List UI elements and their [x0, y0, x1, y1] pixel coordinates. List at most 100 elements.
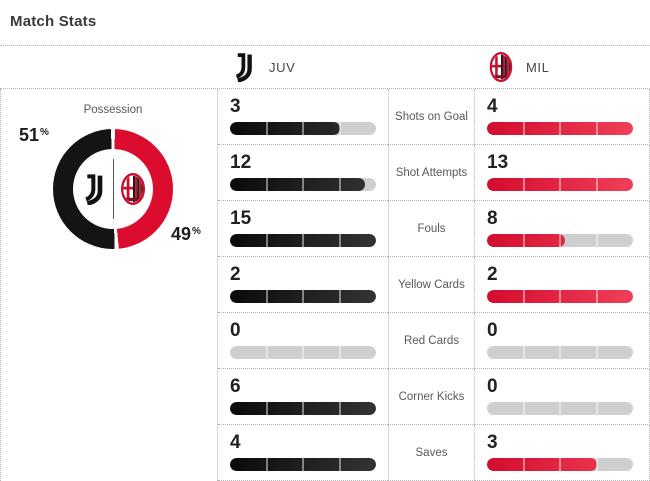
bar-segment-divider	[595, 178, 598, 191]
bar-segment-divider	[595, 290, 598, 303]
bar-segment-divider	[559, 234, 561, 247]
stat-home-bar	[230, 458, 376, 471]
title-bar: Match Stats	[0, 0, 650, 46]
stat-away-value: 4	[487, 96, 498, 117]
bar-segment-divider	[338, 122, 341, 135]
stat-home-value: 2	[230, 264, 241, 285]
stat-home-bar-fill	[230, 402, 376, 415]
bar-segment-divider	[522, 458, 525, 471]
stat-away-bar-fill	[487, 122, 633, 135]
stat-home-bar	[230, 122, 376, 135]
bar-segment-divider	[265, 122, 268, 135]
bar-segment-divider	[338, 346, 341, 359]
bar-segment-divider	[302, 346, 304, 359]
possession-donut-chart	[53, 129, 173, 249]
stat-away-cell: 4	[475, 89, 650, 145]
bar-segment-divider	[265, 402, 268, 415]
possession-panel: Possession 51% 49%	[0, 89, 218, 481]
bar-segment-divider	[522, 234, 525, 247]
bar-segment-divider	[522, 178, 525, 191]
stat-away-bar-fill	[487, 234, 565, 247]
juventus-logo	[231, 52, 257, 82]
stat-label: Red Cards	[404, 334, 459, 347]
stat-label: Fouls	[417, 222, 446, 235]
donut-divider	[112, 159, 114, 219]
stat-away-value: 0	[487, 376, 498, 397]
juventus-logo	[82, 173, 106, 205]
stat-label-cell: Corner Kicks	[388, 369, 475, 425]
stat-away-value: 8	[487, 208, 498, 229]
stat-home-bar	[230, 290, 376, 303]
stat-home-bar-fill	[230, 178, 365, 191]
stat-away-value: 3	[487, 432, 498, 453]
bar-segment-divider	[302, 290, 304, 303]
stat-away-bar-fill	[487, 178, 633, 191]
stat-label-cell: Shots on Goal	[388, 89, 475, 145]
ac-milan-crest-icon	[121, 173, 145, 205]
stat-away-bar-fill	[487, 290, 633, 303]
stat-home-value: 15	[230, 208, 252, 229]
percent-sign: %	[40, 127, 49, 138]
bar-segment-divider	[595, 346, 598, 359]
stat-away-cell: 8	[475, 201, 650, 257]
stat-away-bar	[487, 346, 633, 359]
percent-sign: %	[192, 226, 201, 237]
stat-away-value: 0	[487, 320, 498, 341]
stat-home-cell: 3	[218, 89, 388, 145]
bar-segment-divider	[559, 178, 561, 191]
stat-home-bar-fill	[230, 290, 376, 303]
bar-segment-divider	[338, 458, 341, 471]
stat-home-cell: 6	[218, 369, 388, 425]
stat-home-value: 4	[230, 432, 241, 453]
stat-home-value: 3	[230, 96, 241, 117]
stat-home-cell: 0	[218, 313, 388, 369]
bar-segment-divider	[265, 290, 268, 303]
bar-segment-divider	[595, 402, 598, 415]
bar-segment-divider	[522, 122, 525, 135]
stats-grid: Possession 51% 49% 3 Sh	[0, 89, 650, 481]
stat-away-bar	[487, 178, 633, 191]
stat-away-bar-fill	[487, 458, 597, 471]
stat-away-cell: 0	[475, 313, 650, 369]
stat-away-bar	[487, 402, 633, 415]
stat-home-value: 12	[230, 152, 252, 173]
team-header-away: MIL	[475, 46, 650, 88]
page-title: Match Stats	[10, 13, 97, 30]
bar-segment-divider	[302, 234, 304, 247]
stat-label: Corner Kicks	[398, 390, 465, 403]
bar-segment-divider	[338, 178, 341, 191]
bar-segment-divider	[522, 346, 525, 359]
bar-segment-divider	[559, 346, 561, 359]
team-header-row: JUV MIL	[0, 46, 650, 89]
stat-away-bar	[487, 122, 633, 135]
stat-home-bar	[230, 346, 376, 359]
bar-segment-divider	[595, 122, 598, 135]
bar-segment-divider	[522, 402, 525, 415]
possession-title: Possession	[83, 104, 143, 116]
stat-away-bar	[487, 458, 633, 471]
bar-segment-divider	[265, 458, 268, 471]
stat-label: Saves	[415, 446, 448, 459]
stat-home-cell: 12	[218, 145, 388, 201]
stat-home-value: 6	[230, 376, 241, 397]
stat-label: Shot Attempts	[395, 166, 468, 179]
stat-label-cell: Red Cards	[388, 313, 475, 369]
stat-home-bar-fill	[230, 458, 376, 471]
stat-home-bar-fill	[230, 234, 376, 247]
stat-label-cell: Fouls	[388, 201, 475, 257]
bar-segment-divider	[302, 122, 304, 135]
bar-segment-divider	[559, 402, 561, 415]
bar-segment-divider	[559, 290, 561, 303]
bar-segment-divider	[522, 290, 525, 303]
stat-away-value: 2	[487, 264, 498, 285]
stat-away-cell: 2	[475, 257, 650, 313]
team-header-home: JUV	[218, 46, 388, 88]
stat-away-bar	[487, 290, 633, 303]
bar-segment-divider	[338, 234, 341, 247]
bar-segment-divider	[302, 402, 304, 415]
stat-away-value: 13	[487, 152, 509, 173]
team-code-home: JUV	[269, 59, 296, 75]
stat-away-bar	[487, 234, 633, 247]
possession-home-value: 51%	[19, 125, 49, 145]
